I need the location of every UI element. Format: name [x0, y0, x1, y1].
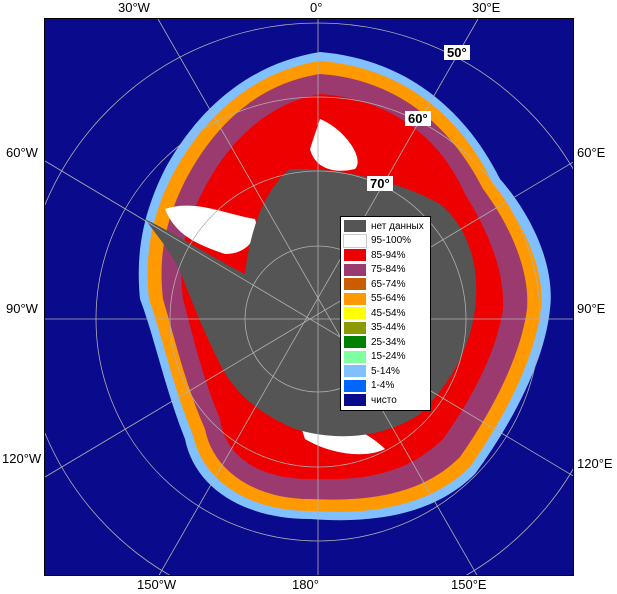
- edge-label-90e: 90°E: [577, 301, 606, 316]
- legend-swatch: [344, 292, 366, 305]
- legend-swatch: [344, 278, 366, 291]
- legend-label: нет данных: [371, 220, 424, 232]
- latitude-label-50: 50°: [444, 45, 470, 60]
- edge-label-60e: 60°E: [577, 145, 606, 160]
- legend-label: 15-24%: [371, 351, 406, 363]
- latitude-label-70: 70°: [367, 176, 393, 191]
- legend-label: 45-54%: [371, 307, 406, 319]
- legend-label: 75-84%: [371, 264, 406, 276]
- legend-item: 45-54%: [344, 306, 427, 321]
- legend-swatch: [344, 220, 366, 233]
- legend-item: 55-64%: [344, 292, 427, 307]
- edge-label-120w: 120°W: [2, 451, 42, 466]
- ice-concentration-legend: нет данных 95-100% 85-94% 75-84% 65-74% …: [340, 216, 431, 411]
- edge-label-30e-top: 30°E: [472, 0, 501, 15]
- legend-label: 35-44%: [371, 322, 406, 334]
- legend-swatch: [344, 379, 366, 392]
- legend-item: нет данных: [344, 219, 427, 234]
- legend-swatch: [344, 249, 366, 262]
- legend-label: 25-34%: [371, 336, 406, 348]
- legend-swatch: [343, 233, 367, 248]
- legend-swatch: [344, 336, 366, 349]
- edge-label-0-top: 0°: [310, 0, 323, 15]
- legend-swatch: [344, 263, 366, 276]
- legend-swatch: [344, 394, 366, 407]
- edge-label-120e: 120°E: [577, 456, 613, 471]
- legend-label: 5-14%: [371, 365, 400, 377]
- ice-white-zone-1: [310, 119, 358, 171]
- legend-label: чисто: [371, 394, 397, 406]
- legend-item: 5-14%: [344, 364, 427, 379]
- legend-item: 75-84%: [344, 263, 427, 278]
- graticule: [45, 19, 573, 575]
- edge-label-60w: 60°W: [6, 145, 38, 160]
- legend-swatch: [344, 365, 366, 378]
- ice-white-zone-2: [165, 205, 257, 254]
- edge-label-150w-bottom: 150°W: [137, 577, 177, 592]
- legend-item: чисто: [344, 393, 427, 408]
- legend-swatch: [344, 307, 366, 320]
- legend-label: 55-64%: [371, 293, 406, 305]
- legend-item: 1-4%: [344, 379, 427, 394]
- edge-label-30w-top: 30°W: [118, 0, 150, 15]
- legend-item: 15-24%: [344, 350, 427, 365]
- edge-label-180-bottom: 180°: [292, 577, 319, 592]
- sea-ice-concentration-map: 50° 60° 70°: [44, 18, 574, 576]
- legend-item: 95-100%: [343, 233, 427, 249]
- map-canvas: [45, 19, 573, 575]
- legend-item: 25-34%: [344, 335, 427, 350]
- legend-label: 1-4%: [371, 380, 395, 392]
- edge-label-150e-bottom: 150°E: [451, 577, 487, 592]
- latitude-label-60: 60°: [405, 111, 431, 126]
- legend-label: 65-74%: [371, 278, 406, 290]
- legend-label: 85-94%: [371, 249, 406, 261]
- legend-item: 65-74%: [344, 277, 427, 292]
- legend-label: 95-100%: [371, 235, 412, 247]
- edge-label-90w: 90°W: [6, 301, 38, 316]
- legend-item: 85-94%: [344, 248, 427, 263]
- legend-swatch: [344, 350, 366, 363]
- legend-swatch: [344, 321, 366, 334]
- legend-item: 35-44%: [344, 321, 427, 336]
